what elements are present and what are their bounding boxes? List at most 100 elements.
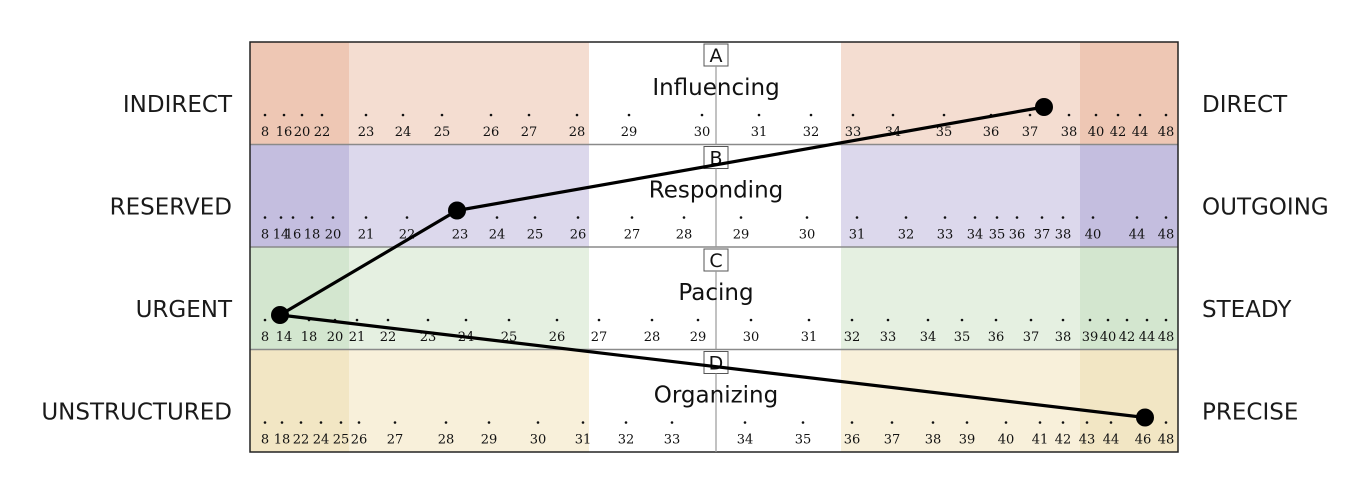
band-outer-left [250, 42, 349, 145]
tick-label: 36 [1009, 228, 1026, 243]
tick-label: 16 [285, 228, 302, 243]
tick-dot [444, 421, 448, 424]
tick-label: 41 [1032, 433, 1049, 448]
tick-label: 35 [936, 125, 953, 140]
tick-dot [973, 216, 977, 219]
tick-label: 42 [1110, 125, 1127, 140]
tick-label: 33 [880, 330, 897, 345]
profile-point-b [448, 201, 466, 220]
tick-dot [850, 421, 854, 424]
tick-dot [355, 318, 359, 322]
band-outer-right [1080, 247, 1178, 350]
tick-label: 27 [624, 228, 641, 243]
band-inner-left [349, 247, 589, 350]
tick-label: 22 [293, 433, 310, 448]
tick-label: 20 [294, 125, 311, 140]
tick-dot [682, 216, 686, 219]
band-inner-right [841, 42, 1080, 145]
tick-label: 31 [575, 433, 592, 448]
tick-dot [886, 318, 890, 322]
tick-dot [1061, 216, 1065, 219]
tick-dot [904, 216, 908, 219]
band-outer-left [250, 247, 349, 350]
right-label: PRECISE [1202, 400, 1298, 426]
tick-dot [440, 113, 444, 117]
tick-dot [386, 318, 390, 322]
tick-label: 46 [1135, 433, 1152, 448]
tick-label: 40 [1100, 330, 1117, 345]
tick-dot [627, 113, 631, 117]
tick-label: 36 [988, 330, 1005, 345]
tick-label: 29 [733, 228, 750, 243]
band-outer-right [1080, 42, 1178, 145]
tick-dot [1125, 318, 1129, 322]
tick-label: 44 [1132, 125, 1149, 140]
tick-label: 18 [301, 330, 318, 345]
tick-label: 37 [1034, 228, 1051, 243]
tick-label: 26 [549, 330, 566, 345]
band-inner-right [841, 247, 1080, 350]
tick-label: 24 [489, 228, 506, 243]
tick-dot [1116, 113, 1120, 117]
tick-dot [364, 216, 368, 219]
tick-dot [855, 216, 859, 219]
tick-dot [1061, 421, 1065, 424]
tick-dot [851, 113, 855, 117]
tick-label: 35 [989, 228, 1006, 243]
tick-dot [495, 216, 499, 219]
tick-dot [319, 421, 323, 424]
tick-label: 38 [1055, 330, 1072, 345]
right-label: STEADY [1202, 297, 1292, 323]
row-title: Organizing [654, 383, 778, 409]
tick-dot [1138, 113, 1142, 117]
tick-dot [1094, 113, 1098, 117]
tick-dot [1038, 421, 1042, 424]
tick-dot [926, 318, 930, 322]
tick-label: 30 [530, 433, 547, 448]
tick-label: 27 [591, 330, 608, 345]
tick-label: 29 [690, 330, 707, 345]
row-title: Influencing [652, 75, 779, 101]
tick-label: 33 [664, 433, 681, 448]
tick-label: 8 [261, 125, 269, 140]
row-title: Pacing [678, 280, 753, 306]
tick-dot [464, 318, 468, 322]
row-letter: D [709, 353, 724, 375]
tick-dot [357, 421, 361, 424]
tick-label: 35 [795, 433, 812, 448]
tick-label: 31 [801, 330, 818, 345]
tick-dot [965, 421, 969, 424]
tick-label: 25 [527, 228, 544, 243]
tick-label: 27 [521, 125, 538, 140]
tick-label: 23 [358, 125, 375, 140]
tick-label: 31 [751, 125, 768, 140]
tick-dot [739, 216, 743, 219]
tick-label: 26 [351, 433, 368, 448]
tick-dot [401, 113, 405, 117]
row-title: Responding [649, 178, 784, 204]
tick-label: 38 [1061, 125, 1078, 140]
left-label: URGENT [136, 297, 233, 323]
tick-label: 32 [844, 330, 861, 345]
tick-dot [700, 113, 704, 117]
tick-label: 28 [676, 228, 693, 243]
tick-dot [809, 113, 813, 117]
tick-dot [1164, 216, 1168, 219]
tick-label: 22 [314, 125, 331, 140]
band-inner-left [349, 144, 589, 247]
tick-dot [1061, 318, 1065, 322]
tick-label: 25 [333, 433, 350, 448]
right-label: OUTGOING [1202, 195, 1329, 221]
tick-label: 20 [325, 228, 342, 243]
tick-label: 20 [327, 330, 344, 345]
tick-label: 32 [898, 228, 915, 243]
tick-dot [696, 318, 700, 322]
tick-label: 32 [618, 433, 635, 448]
tick-label: 29 [621, 125, 638, 140]
tick-dot [995, 216, 999, 219]
tick-label: 37 [884, 433, 901, 448]
tick-dot [1164, 113, 1168, 117]
tick-dot [263, 318, 267, 322]
tick-label: 23 [452, 228, 469, 243]
tick-label: 16 [276, 125, 293, 140]
